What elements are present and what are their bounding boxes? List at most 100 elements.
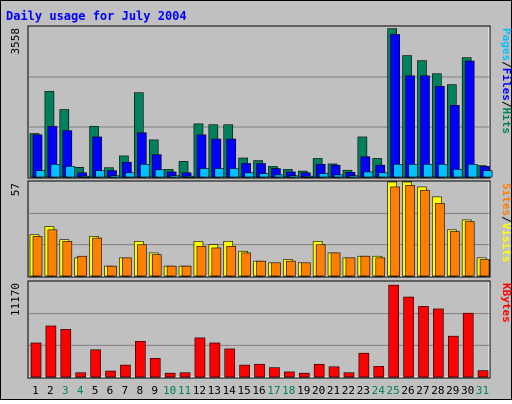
x-tick-label-1: 1 [32, 384, 39, 397]
bar-sites-day-7 [122, 257, 132, 277]
bar-pages-day-18 [289, 175, 299, 178]
bar-kbytes-day-11 [179, 372, 191, 378]
bar-pages-day-31 [482, 170, 493, 178]
bar-kbytes-day-8 [135, 340, 146, 378]
x-tick-label-29: 29 [446, 384, 459, 397]
axis-max-label-pages-files-hits: 3558 [9, 28, 22, 55]
bar-files-day-26 [405, 75, 415, 178]
bar-sites-day-29 [449, 231, 460, 277]
legend-pages-files-hits: Pages/Files/Hits [500, 28, 511, 134]
bar-pages-day-27 [423, 164, 433, 178]
legend-entry: Pages [500, 28, 511, 61]
x-tick-label-12: 12 [193, 384, 206, 397]
bar-sites-day-26 [405, 184, 415, 277]
bar-pages-day-9 [154, 169, 165, 178]
bar-kbytes-day-3 [60, 329, 72, 378]
bar-files-day-27 [420, 75, 430, 178]
bar-sites-day-31 [479, 259, 490, 277]
panel-frame-sites-visits [27, 180, 491, 278]
bar-kbytes-day-9 [149, 357, 161, 378]
bar-sites-day-14 [226, 246, 237, 277]
bar-kbytes-day-25 [388, 284, 399, 378]
bar-kbytes-day-28 [433, 308, 444, 378]
bar-sites-day-5 [92, 237, 102, 277]
bar-pages-day-6 [110, 175, 120, 178]
bar-pages-day-4 [80, 175, 91, 178]
bar-pages-day-25 [393, 164, 403, 178]
x-tick-label-17: 17 [267, 384, 280, 397]
x-tick-label-21: 21 [327, 384, 340, 397]
bar-pages-day-20 [318, 173, 329, 178]
x-tick-label-3: 3 [62, 384, 69, 397]
x-tick-label-25: 25 [387, 384, 400, 397]
bar-pages-day-23 [363, 171, 374, 178]
bar-pages-day-21 [333, 174, 344, 178]
legend-entry: Visits [500, 223, 511, 263]
x-tick-label-22: 22 [342, 384, 355, 397]
bar-sites-day-15 [241, 252, 251, 277]
bar-sites-day-16 [256, 260, 266, 277]
x-tick-label-23: 23 [357, 384, 370, 397]
x-tick-label-27: 27 [416, 384, 429, 397]
legend-entry: Hits [500, 108, 511, 135]
x-tick-label-9: 9 [151, 384, 158, 397]
bar-marks [29, 28, 493, 378]
bar-pages-day-16 [259, 173, 269, 178]
bar-sites-day-9 [151, 254, 162, 277]
bar-kbytes-day-30 [462, 312, 474, 378]
x-tick-label-30: 30 [461, 384, 474, 397]
x-tick-labels: 1 2 3 4 5 6 7 8 9 10 11 12 13 14 15 16 17 18 19 20 21 22 23 24 2… [32, 384, 489, 397]
bar-sites-day-2 [47, 229, 58, 277]
x-tick-label-10: 10 [163, 384, 176, 397]
bar-sites-day-30 [464, 221, 475, 277]
bar-sites-day-18 [286, 260, 296, 277]
bar-pages-day-17 [274, 174, 284, 178]
bar-pages-day-15 [244, 172, 254, 178]
legend-entry: Sites [500, 183, 511, 216]
bar-sites-day-11 [181, 265, 192, 277]
x-tick-label-28: 28 [431, 384, 444, 397]
bar-sites-day-3 [62, 241, 73, 277]
panel-frame-pages-files-hits [27, 25, 491, 179]
bar-pages-day-30 [467, 164, 478, 178]
bar-kbytes-day-16 [254, 363, 265, 378]
bar-sites-day-24 [375, 257, 386, 277]
bar-kbytes-day-18 [284, 371, 295, 378]
x-tick-label-14: 14 [223, 384, 237, 397]
bar-kbytes-day-2 [45, 325, 57, 378]
x-tick-label-6: 6 [107, 384, 114, 397]
bar-kbytes-day-22 [343, 372, 355, 378]
bar-sites-day-8 [137, 244, 147, 277]
bar-kbytes-day-29 [447, 335, 459, 378]
bar-pages-day-7 [125, 172, 135, 178]
x-tick-label-18: 18 [282, 384, 295, 397]
bar-pages-day-11 [184, 175, 195, 178]
bar-files-day-29 [449, 105, 460, 178]
x-tick-label-4: 4 [77, 384, 84, 397]
bar-sites-day-12 [196, 246, 207, 277]
bar-kbytes-day-31 [477, 370, 489, 378]
bar-sites-day-19 [300, 262, 311, 277]
bar-pages-day-24 [378, 172, 389, 178]
bar-sites-day-20 [315, 244, 326, 277]
x-tick-label-16: 16 [252, 384, 265, 397]
x-tick-label-26: 26 [401, 384, 414, 397]
bar-kbytes-day-24 [373, 366, 385, 378]
bar-pages-day-10 [169, 175, 180, 178]
legend-entry: / [500, 101, 511, 108]
bar-pages-day-13 [214, 168, 225, 178]
x-tick-label-13: 13 [208, 384, 221, 397]
bar-files-day-28 [435, 86, 445, 178]
bar-kbytes-day-5 [90, 349, 101, 378]
bar-pages-day-14 [229, 168, 240, 178]
bar-kbytes-day-7 [120, 364, 131, 378]
x-tick-label-31: 31 [476, 384, 489, 397]
bar-kbytes-day-15 [239, 364, 250, 378]
bar-kbytes-day-12 [194, 337, 206, 378]
bar-sites-day-6 [107, 265, 117, 277]
bar-files-day-25 [390, 34, 400, 178]
bar-sites-day-13 [211, 247, 222, 277]
bar-pages-day-28 [438, 164, 448, 178]
